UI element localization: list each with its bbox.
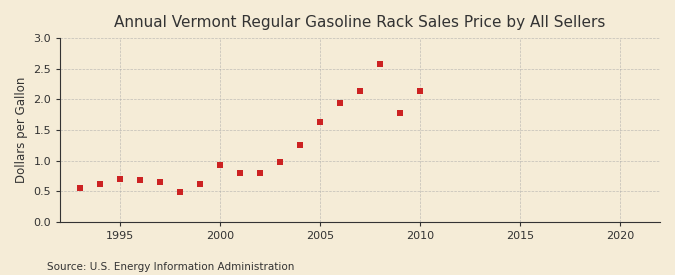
Point: [115, 177, 126, 181]
Text: Source: U.S. Energy Information Administration: Source: U.S. Energy Information Administ…: [47, 262, 294, 272]
Point: [315, 120, 325, 124]
Point: [135, 178, 146, 182]
Point: [255, 171, 266, 175]
Point: [215, 163, 225, 167]
Point: [75, 186, 86, 190]
Point: [235, 171, 246, 175]
Point: [375, 62, 385, 67]
Point: [414, 89, 425, 94]
Title: Annual Vermont Regular Gasoline Rack Sales Price by All Sellers: Annual Vermont Regular Gasoline Rack Sal…: [115, 15, 606, 30]
Point: [395, 111, 406, 116]
Point: [95, 182, 106, 187]
Point: [295, 142, 306, 147]
Point: [275, 160, 286, 164]
Point: [155, 180, 165, 184]
Point: [175, 189, 186, 194]
Point: [335, 101, 346, 105]
Point: [195, 182, 206, 186]
Point: [355, 89, 366, 94]
Y-axis label: Dollars per Gallon: Dollars per Gallon: [15, 77, 28, 183]
